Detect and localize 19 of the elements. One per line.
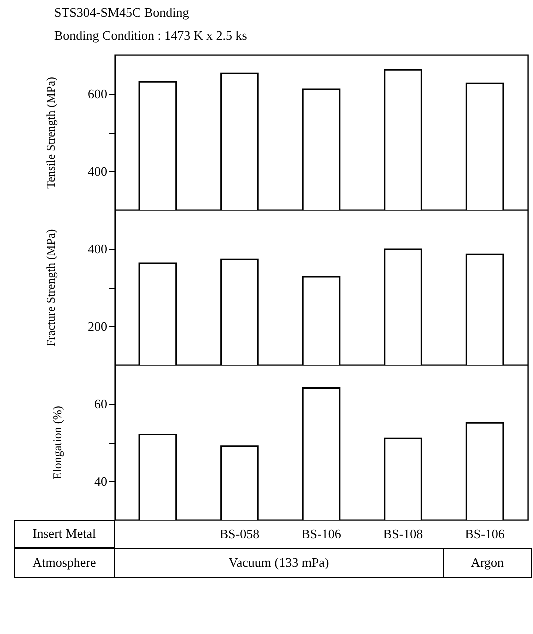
x-tick-label: BS-058 xyxy=(220,526,260,542)
x-tick-label: BS-106 xyxy=(465,526,506,542)
y-tick-label: 600 xyxy=(88,86,108,102)
y-axis-title: Fracture Strength (MPa) xyxy=(44,229,58,347)
text: Atmosphere xyxy=(14,548,115,578)
chart-subtitle: Bonding Condition : 1473 K x 2.5 ks xyxy=(54,28,248,43)
x-tick-label: BS-106 xyxy=(302,526,342,542)
y-axis-title: Tensile Strength (MPa) xyxy=(44,77,58,189)
y-tick-label: 400 xyxy=(88,164,108,179)
y-axis-title: Elongation (%) xyxy=(50,406,64,480)
chart-title: STS304-SM45C Bonding xyxy=(54,5,190,20)
text: Argon xyxy=(443,548,532,578)
y-tick-label: 40 xyxy=(94,474,108,489)
text: Vacuum (133 mPa) xyxy=(114,548,444,578)
y-tick-label: 60 xyxy=(94,396,108,412)
y-tick-label: 200 xyxy=(88,318,108,334)
y-tick-label: 400 xyxy=(88,241,108,256)
x-tick-label: BS-108 xyxy=(383,526,424,542)
text: Insert Metal xyxy=(14,520,115,548)
